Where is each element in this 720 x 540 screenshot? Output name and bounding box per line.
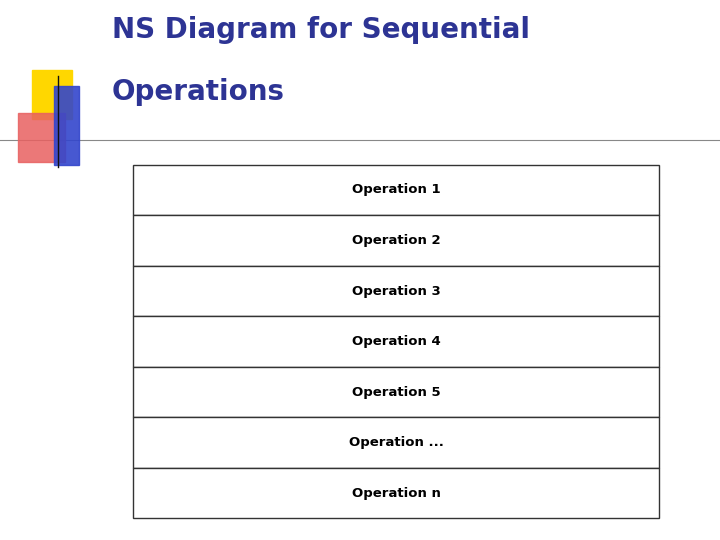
Text: NS Diagram for Sequential: NS Diagram for Sequential [112,16,530,44]
Bar [54,86,79,165]
Bar [133,468,659,518]
Text: Operation 3: Operation 3 [351,285,441,298]
Text: Operation ...: Operation ... [348,436,444,449]
Bar [133,417,659,468]
Bar [133,316,659,367]
Bar [32,70,72,119]
Bar [133,215,659,266]
Text: Operation 1: Operation 1 [351,184,441,197]
Text: Operation 4: Operation 4 [351,335,441,348]
Text: Operation 5: Operation 5 [351,386,441,399]
Text: Operation n: Operation n [351,487,441,500]
Text: Operations: Operations [112,78,284,106]
Bar [133,165,659,215]
Text: Operation 2: Operation 2 [351,234,441,247]
Bar [18,113,65,162]
Bar [133,367,659,417]
Bar [133,266,659,316]
